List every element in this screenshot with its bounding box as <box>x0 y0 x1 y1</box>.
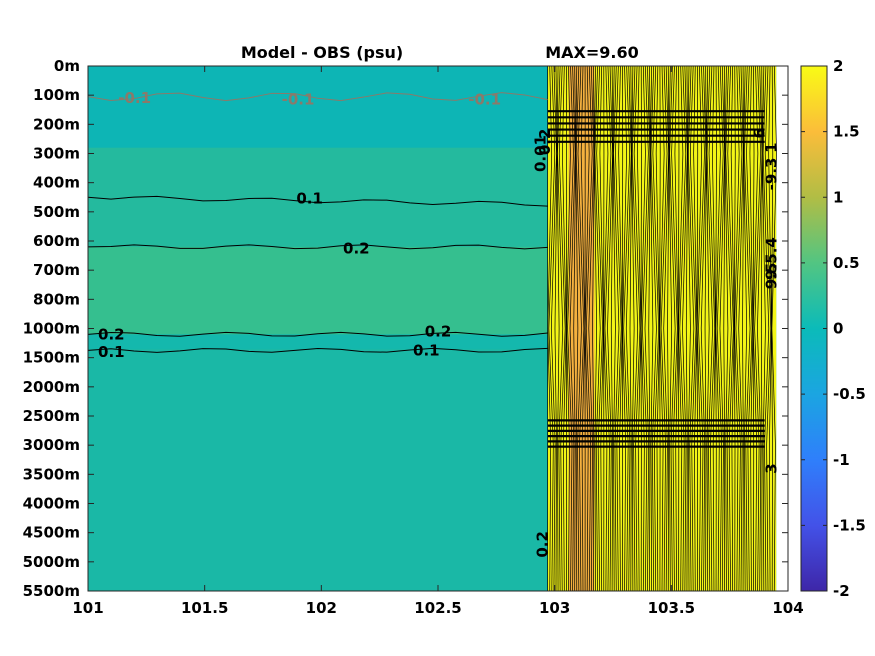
x-axis: 101 101.5 102 102.5 103 103.5 104 <box>72 66 804 617</box>
y-tick-label: 4000m <box>23 495 80 513</box>
y-tick-label: 200m <box>33 115 80 133</box>
y-tick-label: 500m <box>33 203 80 221</box>
x-tick-label: 104 <box>772 599 803 617</box>
contour-labels: -0.1 -0.1 -0.10.10.20.2 0.20.1 0.10.010.2 1-9… <box>98 89 780 558</box>
contour-label: 0.1 <box>98 343 125 361</box>
contour-label: 0.2 <box>534 531 552 558</box>
contour-line <box>87 331 548 337</box>
y-tick-label: 400m <box>33 174 80 192</box>
y-tick-label: 300m <box>33 145 80 163</box>
y-tick-label: 1500m <box>23 349 80 367</box>
x-tick-label: 102.5 <box>414 599 461 617</box>
x-tick-label: 101.5 <box>181 599 228 617</box>
y-tick-label: 0m <box>54 57 80 75</box>
y-tick-label: 5000m <box>23 553 80 571</box>
colorbar <box>800 65 828 592</box>
contour-line <box>87 244 548 250</box>
y-tick-label: 800m <box>33 290 80 308</box>
contour-label: 0.1 <box>296 190 323 208</box>
contour-label: 9.5.4 <box>762 237 780 280</box>
contour-label: 0.2 <box>536 129 554 156</box>
contour-label: -0.1 <box>468 91 501 109</box>
x-tick-label: 103 <box>539 599 570 617</box>
contour-line <box>87 347 548 353</box>
contour-line <box>87 195 548 207</box>
colorbar-tick-label: 1.5 <box>833 123 860 141</box>
chart-title: Model - OBS (psu) <box>241 43 403 62</box>
contour-label: 9.5 <box>762 263 780 290</box>
y-tick-label: 4500m <box>23 524 80 542</box>
y-tick-label: 100m <box>33 86 80 104</box>
chart-max-annotation: MAX=9.60 <box>545 43 639 62</box>
contour-label: 0.2 <box>98 325 125 343</box>
contour-label: 6 <box>751 128 769 138</box>
y-axis: 0m 100m 200m 300m 400m 500m 600m 700m 800m 1000m 1… <box>23 57 788 600</box>
x-tick-label: 101 <box>72 599 103 617</box>
y-tick-label: 700m <box>33 261 80 279</box>
contour-label: -0.1 <box>282 91 315 109</box>
contour-label: 0.2 <box>343 239 370 257</box>
colorbar-tick-label: -0.5 <box>833 385 866 403</box>
x-tick-label: 103.5 <box>648 599 695 617</box>
colorbar-tick-label: 0 <box>833 320 843 338</box>
contour-lines <box>87 65 777 592</box>
contour-label: 0.2 <box>425 322 452 340</box>
contour-dense-line <box>771 65 777 592</box>
x-tick-label: 102 <box>306 599 337 617</box>
y-tick-label: 1000m <box>23 320 80 338</box>
contour-label: -0.1 <box>118 89 151 107</box>
contour-label: 1 <box>762 142 780 152</box>
contour-label: 0.01 <box>531 135 549 172</box>
colorbar-tick-label: -1 <box>833 451 850 469</box>
y-tick-label: 600m <box>33 232 80 250</box>
colorbar-axis: 2 1.5 1 0.5 0 -0.5 -1 -1.5 -2 <box>801 57 866 600</box>
contour-line <box>87 92 548 102</box>
colorbar-tick-label: -1.5 <box>833 516 866 534</box>
y-tick-label: 2000m <box>23 378 80 396</box>
colorbar-tick-label: 1 <box>833 188 843 206</box>
y-tick-label: 3000m <box>23 436 80 454</box>
field-deep-band <box>88 348 548 591</box>
contour-dense-line <box>764 65 772 592</box>
colorbar-tick-label: 2 <box>833 57 843 75</box>
field-upper-band <box>88 246 548 335</box>
contour-label: 0.1 <box>413 341 440 359</box>
contour-label: 3 <box>762 463 780 473</box>
colorbar-tick-label: -2 <box>833 582 850 600</box>
contour-label: -9.3 <box>762 158 780 191</box>
y-tick-label: 3500m <box>23 465 80 483</box>
y-tick-label: 5500m <box>23 582 80 600</box>
y-tick-label: 2500m <box>23 407 80 425</box>
colorbar-tick-label: 0.5 <box>833 254 860 272</box>
